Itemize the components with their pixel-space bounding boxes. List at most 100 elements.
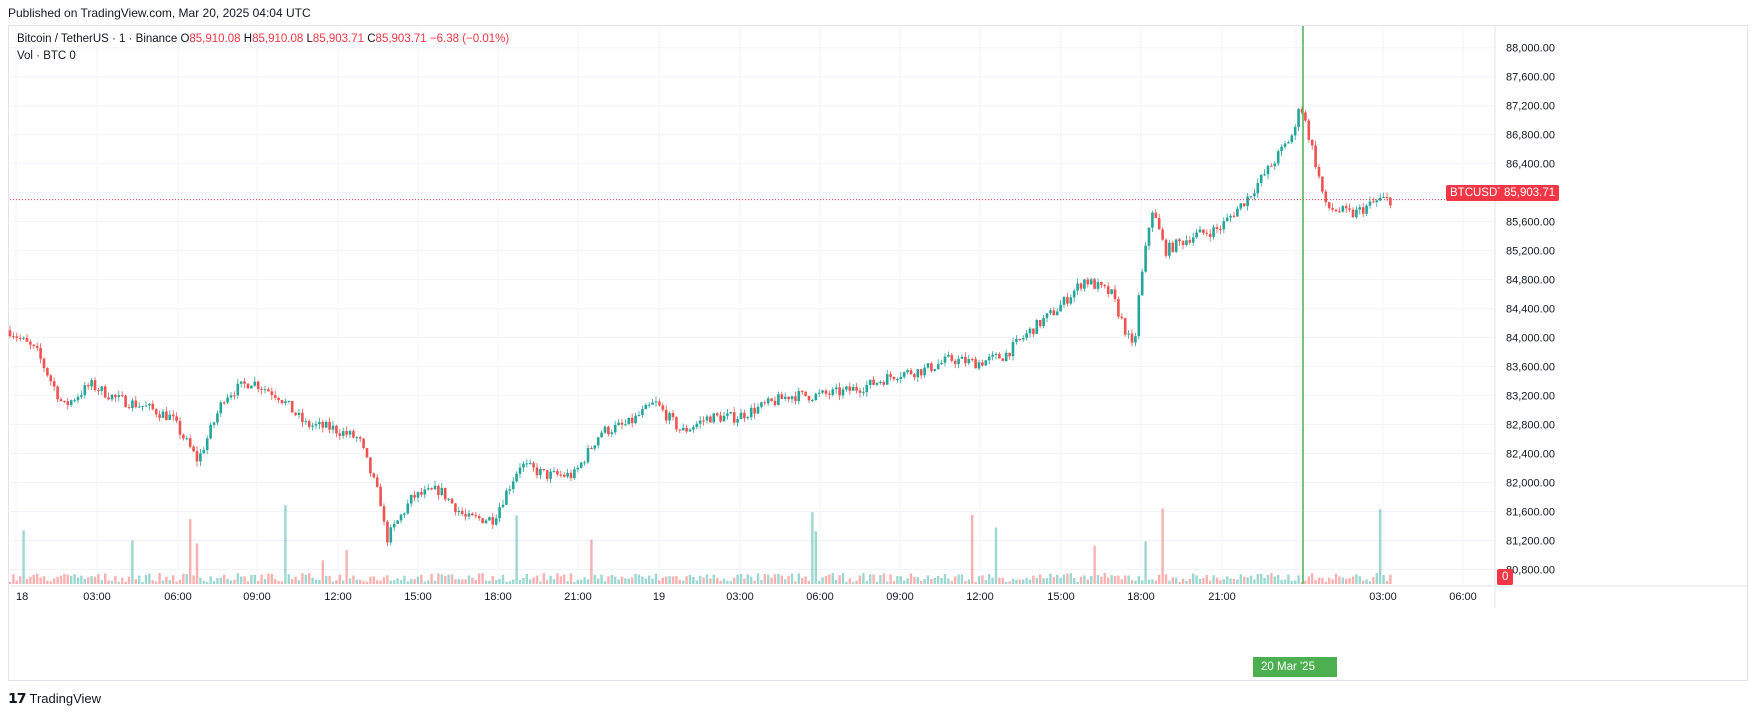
volume-bar <box>12 574 15 584</box>
volume-bar <box>1236 579 1239 584</box>
volume-bar <box>722 578 726 584</box>
candle-body <box>1372 201 1375 203</box>
candle-body <box>763 402 767 404</box>
volume-bar <box>797 573 800 584</box>
volume-bar <box>576 579 579 584</box>
tradingview-brand[interactable]: 𝟭𝟳 TradingView <box>8 690 101 707</box>
volume-bar <box>42 576 46 584</box>
volume-bar <box>682 580 685 584</box>
candle-body <box>1113 289 1117 300</box>
volume-bar <box>1056 574 1059 584</box>
candle-body <box>1239 203 1243 209</box>
volume-bar <box>994 527 998 584</box>
candle-body <box>1021 337 1025 340</box>
volume-bar <box>1124 575 1127 584</box>
volume-bar <box>886 581 889 584</box>
volume-bar <box>950 581 953 584</box>
volume-bar <box>144 574 148 584</box>
candle-body <box>658 401 661 406</box>
candle-body <box>1202 229 1205 233</box>
volume-bar <box>535 575 539 584</box>
candle-body <box>787 396 790 400</box>
candle-body <box>1273 163 1277 167</box>
candle-body <box>59 399 63 401</box>
volume-bar <box>107 580 110 584</box>
volume-bar <box>382 577 386 584</box>
volume-bar <box>406 581 409 584</box>
volume-bar <box>338 574 341 584</box>
candle-body <box>919 369 923 376</box>
candle-body <box>729 412 733 414</box>
volume-bar <box>658 580 661 584</box>
volume-bar <box>1345 578 1348 584</box>
candle-body <box>1246 196 1249 207</box>
candle-body <box>447 498 450 500</box>
volume-bar <box>117 581 120 584</box>
volume-bar <box>512 579 515 584</box>
candle-body <box>678 429 682 431</box>
candle-body <box>131 400 134 409</box>
volume-bar <box>746 574 749 584</box>
candle-body <box>154 409 158 415</box>
candle-body <box>1280 146 1283 152</box>
volume-bar <box>206 581 209 584</box>
candle-body <box>1123 318 1127 335</box>
candle-body <box>212 422 216 425</box>
volume-bar <box>967 579 970 584</box>
volume-bar <box>913 577 916 584</box>
candle-body <box>29 341 32 345</box>
candle-body <box>1242 203 1246 207</box>
candle-body <box>1222 221 1226 230</box>
volume-bar <box>172 575 175 584</box>
volume-bar <box>767 574 770 584</box>
volume-bar <box>168 580 171 584</box>
candle-body <box>756 406 760 414</box>
volume-bar <box>1331 579 1334 584</box>
candle-body <box>1293 126 1297 136</box>
volume-bar <box>566 581 569 584</box>
candle-body <box>593 445 597 449</box>
symbol-title[interactable]: Bitcoin / TetherUS · 1 · Binance <box>17 33 178 45</box>
candle-body <box>518 467 522 474</box>
candle-body <box>515 473 518 482</box>
volume-bar <box>552 579 556 584</box>
high-value: 85,910.08 <box>252 33 304 45</box>
volume-bar <box>671 576 675 584</box>
x-tick-label: 03:00 <box>83 591 111 603</box>
candle-body <box>1368 201 1372 206</box>
candle-body <box>168 414 172 420</box>
candle-body <box>420 492 423 495</box>
volume-bar <box>178 579 182 584</box>
candle-body <box>933 369 937 371</box>
candle-body <box>1215 227 1219 229</box>
candle-body <box>692 427 695 430</box>
candle-body <box>280 400 284 404</box>
volume-bar <box>1066 573 1069 584</box>
candle-body <box>545 470 549 479</box>
candle-body <box>841 389 845 396</box>
volume-bar <box>1321 577 1324 584</box>
candle-body <box>345 431 348 435</box>
candle-body <box>671 413 675 418</box>
volume-label[interactable]: Vol · BTC <box>17 50 67 62</box>
chart-frame <box>8 25 1748 681</box>
candle-body <box>192 446 195 452</box>
volume-bar <box>862 573 865 584</box>
volume-bar <box>359 579 362 584</box>
candle-body <box>566 472 569 477</box>
candle-body <box>817 392 821 394</box>
candle-body <box>80 395 83 397</box>
candle-body <box>25 337 29 342</box>
volume-bar <box>376 580 379 584</box>
candle-body <box>1198 229 1202 233</box>
candle-body <box>875 382 879 385</box>
candle-body <box>644 404 648 410</box>
candle-body <box>250 385 253 389</box>
volume-bar <box>1127 575 1130 584</box>
candle-body <box>477 516 481 519</box>
candle-body <box>508 489 512 491</box>
candle-body <box>348 431 352 435</box>
volume-bar <box>855 580 858 584</box>
candle-body <box>780 394 784 399</box>
